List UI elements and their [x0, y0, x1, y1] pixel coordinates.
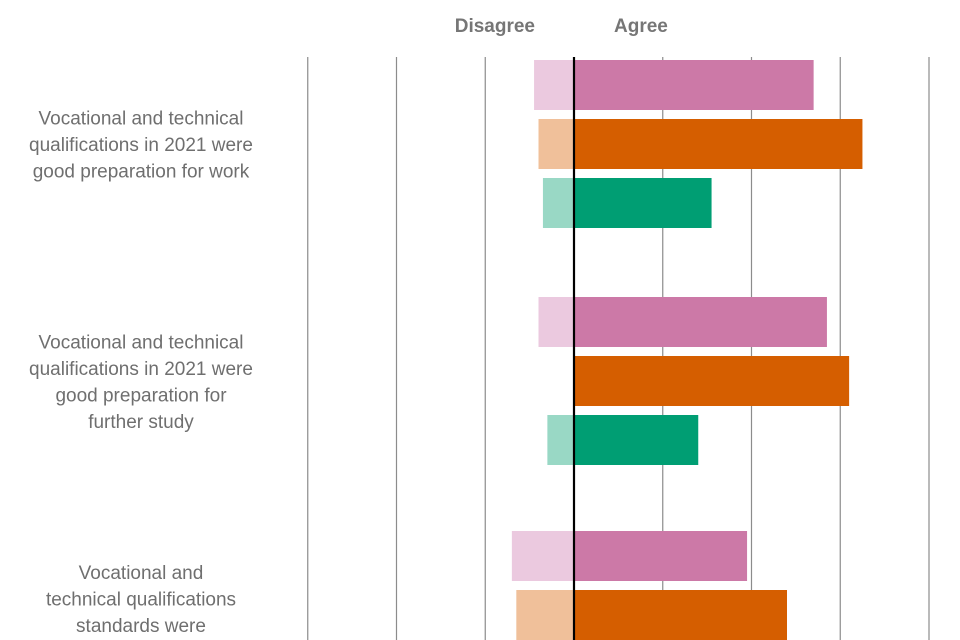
category-label-line: qualifications in 2021 were	[29, 359, 253, 380]
bar-agree	[574, 60, 814, 110]
bar-disagree	[538, 297, 574, 347]
header-agree: Agree	[614, 16, 668, 37]
category-label-line: good preparation for	[55, 385, 227, 406]
bar-disagree	[538, 119, 574, 169]
bar-disagree	[516, 590, 574, 640]
category-label-line: further study	[88, 412, 194, 433]
category-label-line: Vocational and technical	[39, 109, 244, 130]
header-disagree: Disagree	[455, 16, 535, 37]
bar-disagree	[542, 178, 574, 228]
category-label-line: Vocational and technical	[39, 332, 244, 353]
bar-agree	[574, 297, 827, 347]
category-label-line: technical qualifications	[46, 590, 236, 611]
bar-agree	[574, 531, 748, 581]
category-label-line: good preparation for work	[33, 162, 250, 183]
category-label-line: Vocational and	[79, 563, 204, 584]
category-label-line: standards were	[76, 616, 206, 637]
bar-agree	[574, 415, 699, 465]
bar-agree	[574, 590, 787, 640]
bar-agree	[574, 119, 863, 169]
category-label-line: qualifications in 2021 were	[29, 135, 253, 156]
bar-disagree	[534, 60, 574, 110]
bar-disagree	[511, 531, 574, 581]
bars	[511, 60, 863, 640]
bar-disagree	[547, 415, 574, 465]
bar-agree	[574, 178, 712, 228]
category-labels: Vocational and technical qualifications i…	[29, 109, 253, 638]
bar-agree	[574, 356, 850, 406]
